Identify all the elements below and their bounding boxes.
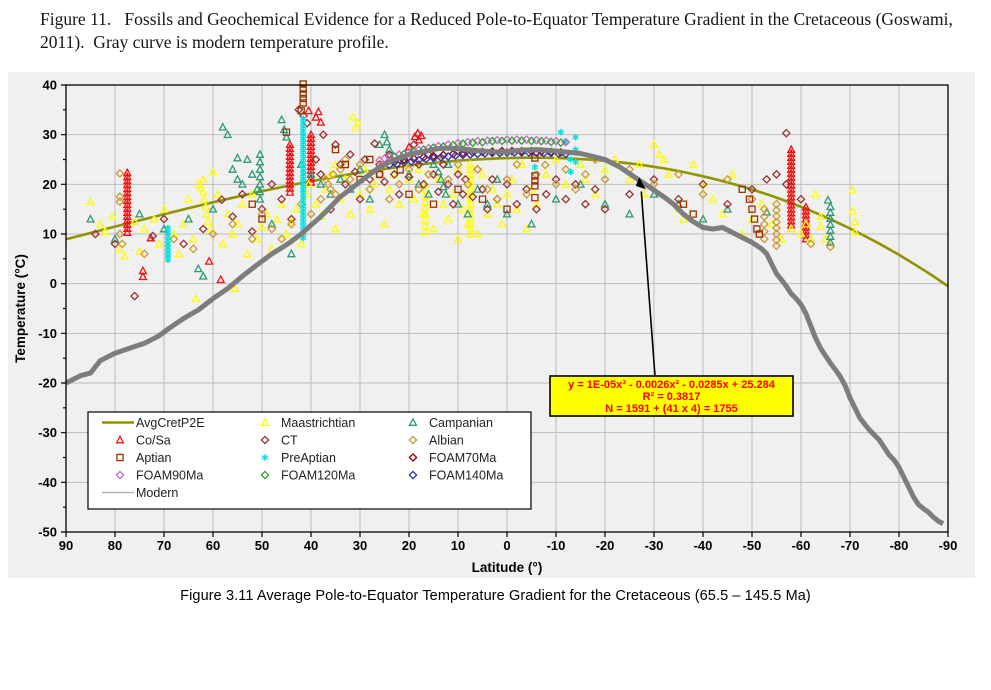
annotation-arrowhead [635,177,646,190]
y-tick-label: -50 [38,525,57,540]
x-tick-label: 40 [304,538,318,553]
y-tick-label: 40 [43,78,57,93]
x-tick-label: 50 [255,538,269,553]
x-tick-label: 30 [353,538,367,553]
y-tick-label: 30 [43,127,57,142]
y-axis-title: Temperature (°C) [13,254,28,363]
x-tick-label: -50 [743,538,762,553]
legend-label: Maastrichtian [281,416,355,430]
equation-box [549,375,794,417]
series-maastrichtian [85,112,860,303]
x-tick-label: 20 [402,538,416,553]
legend-label: PreAptian [281,451,336,465]
figure-top-caption: Figure 11. Fossils and Geochemical Evide… [40,9,958,52]
legend-label: Modern [136,486,178,500]
legend-label: FOAM90Ma [136,469,203,483]
x-tick-label: -30 [645,538,664,553]
y-tick-label: -40 [38,475,57,490]
annotation-arrow-line [640,191,656,377]
legend-marker [261,453,269,462]
legend-marker [408,435,418,445]
x-tick-label: 70 [157,538,171,553]
legend-label: Campanian [429,416,493,430]
y-tick-label: -30 [38,425,57,440]
y-tick-label: -10 [38,326,57,341]
y-tick-label: -20 [38,376,57,391]
legend-box [87,411,532,510]
legend-marker [115,435,125,444]
x-tick-label: 80 [108,538,122,553]
legend-label: AvgCretP2E [136,416,205,430]
x-tick-label: 60 [206,538,220,553]
modern-curve [64,145,945,526]
figure-bottom-caption: Figure 3.11 Average Pole-to-Equator Temp… [180,588,811,604]
x-tick-label: -60 [792,538,811,553]
legend-marker [115,470,125,480]
series-albian [115,154,835,259]
x-tick-label: -90 [939,538,958,553]
x-tick-label: 0 [503,538,510,553]
x-tick-label: -70 [841,538,860,553]
equation-line: R² = 0.3817 [643,391,701,403]
x-tick-label: 90 [59,538,73,553]
legend-marker [408,452,418,463]
legend-marker [116,453,124,462]
legend-marker [260,470,270,480]
y-tick-label: 20 [43,177,57,192]
legend-marker [408,417,418,426]
legend-label: FOAM70Ma [429,451,496,465]
x-tick-label: -80 [890,538,909,553]
y-tick-label: 0 [50,276,57,291]
x-tick-label: -10 [547,538,566,553]
axis-ticks [61,84,949,537]
legend-label: Co/Sa [136,434,171,448]
x-tick-label: 10 [451,538,465,553]
temperature-latitude-chart: 90 80 70 60 50 40 30 20 10 0 -10 -20 -30 -40 -50 -60 -70… [8,72,975,578]
y-tick-label: 10 [43,227,57,242]
legend-label: CT [281,434,298,448]
equation-line: y = 1E-05x³ - 0.0026x² - 0.0285x + 25.28… [568,379,776,391]
avgcretp2e-curve [65,156,949,288]
legend-label: Albian [429,434,464,448]
figure-area: 90 80 70 60 50 40 30 20 10 0 -10 -20 -30 -40 -50 -60 -70… [8,72,975,578]
legend-marker [408,470,418,480]
gridlines [66,85,948,532]
legend-label: FOAM120Ma [281,469,355,483]
legend-label: Aptian [136,451,171,465]
legend-marker [260,417,270,426]
x-tick-label: -40 [694,538,713,553]
x-axis-title: Latitude (°) [472,560,543,575]
series-foam140ma [384,147,571,170]
legend-label: FOAM140Ma [429,469,503,483]
legend-marker [260,435,270,445]
equation-line: N = 1591 + (41 x 4) = 1755 [605,403,737,415]
x-tick-label: -20 [596,538,615,553]
